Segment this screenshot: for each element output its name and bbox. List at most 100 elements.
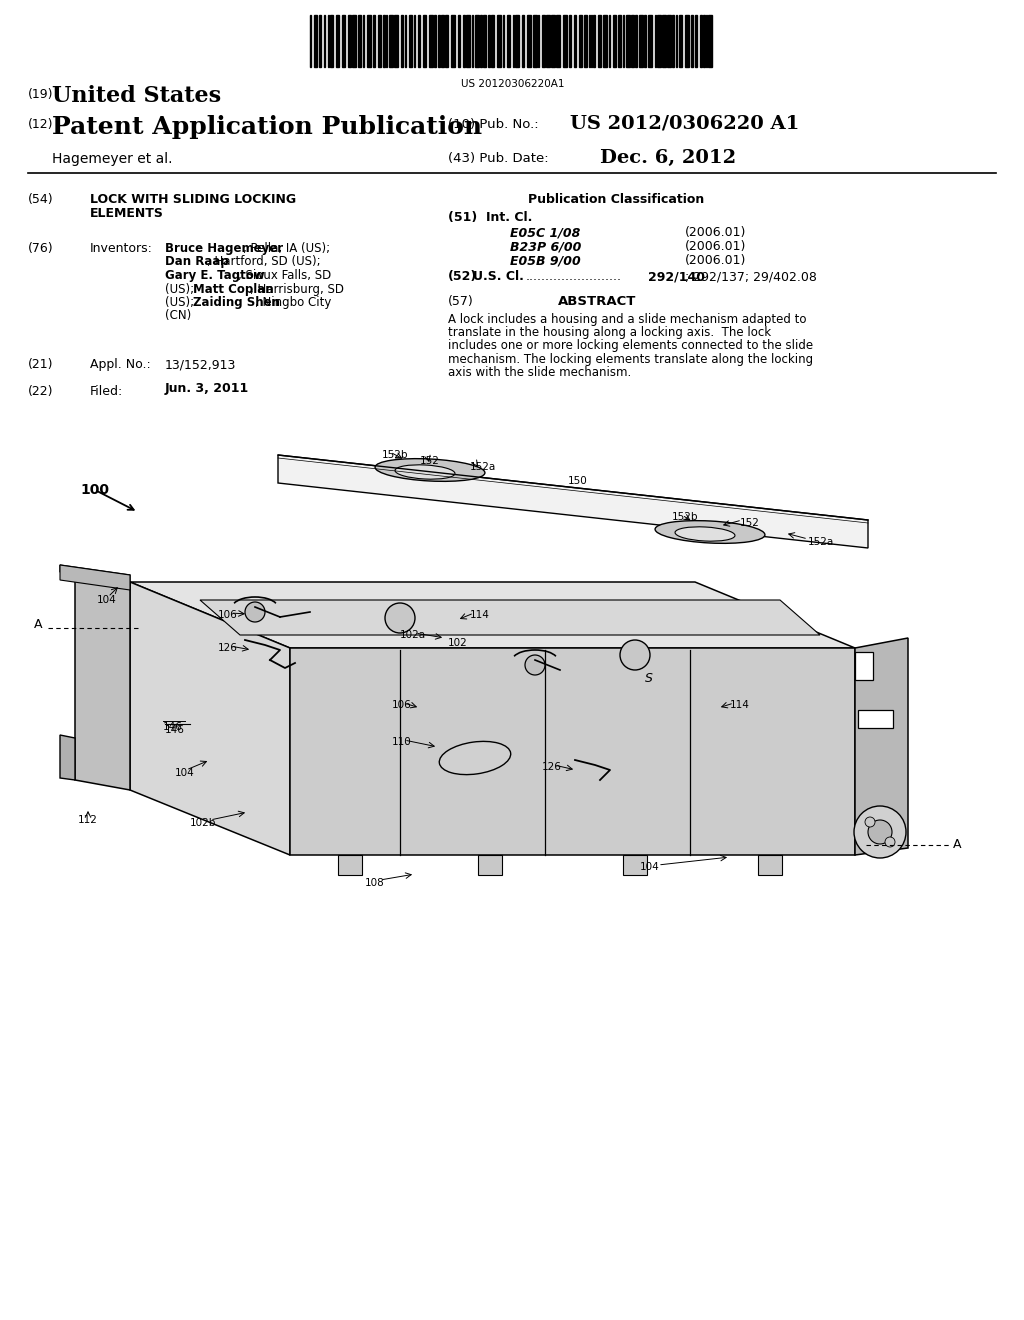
Bar bbox=[336, 15, 339, 67]
Polygon shape bbox=[130, 582, 290, 855]
Bar bbox=[626, 15, 630, 67]
Text: Inventors:: Inventors: bbox=[90, 242, 153, 255]
Bar bbox=[648, 15, 652, 67]
Bar bbox=[367, 15, 371, 67]
Text: mechanism. The locking elements translate along the locking: mechanism. The locking elements translat… bbox=[449, 352, 813, 366]
Text: ELEMENTS: ELEMENTS bbox=[90, 207, 164, 220]
Text: 152a: 152a bbox=[470, 462, 497, 473]
Text: 152b: 152b bbox=[382, 450, 409, 459]
Polygon shape bbox=[60, 565, 130, 590]
Bar bbox=[546, 15, 550, 67]
Text: Matt Coplan: Matt Coplan bbox=[193, 282, 273, 296]
Bar bbox=[691, 15, 693, 67]
Bar bbox=[434, 15, 436, 67]
Text: (CN): (CN) bbox=[165, 309, 191, 322]
Circle shape bbox=[385, 603, 415, 634]
Bar bbox=[475, 15, 479, 67]
Text: US 2012/0306220 A1: US 2012/0306220 A1 bbox=[570, 115, 800, 133]
Bar bbox=[631, 15, 634, 67]
Bar bbox=[497, 15, 501, 67]
Text: (2006.01): (2006.01) bbox=[685, 240, 746, 253]
Text: Dan Raap: Dan Raap bbox=[165, 256, 228, 268]
Bar bbox=[574, 15, 575, 67]
Bar bbox=[515, 15, 519, 67]
Bar bbox=[618, 15, 621, 67]
Bar bbox=[409, 15, 412, 67]
Text: ABSTRACT: ABSTRACT bbox=[558, 294, 636, 308]
Bar bbox=[338, 855, 362, 875]
Ellipse shape bbox=[439, 742, 511, 775]
Text: 126: 126 bbox=[218, 643, 238, 653]
Text: 152b: 152b bbox=[672, 512, 698, 521]
Text: 152: 152 bbox=[740, 517, 760, 528]
Bar bbox=[623, 855, 647, 875]
Text: US 20120306220A1: US 20120306220A1 bbox=[461, 79, 564, 88]
Bar bbox=[507, 15, 510, 67]
Bar bbox=[593, 15, 595, 67]
Text: , Sioux Falls, SD: , Sioux Falls, SD bbox=[238, 269, 331, 282]
Circle shape bbox=[854, 807, 906, 858]
Text: 104: 104 bbox=[640, 862, 659, 873]
Polygon shape bbox=[130, 582, 855, 648]
Bar bbox=[758, 855, 782, 875]
Text: Filed:: Filed: bbox=[90, 385, 123, 399]
Bar bbox=[569, 15, 571, 67]
Bar bbox=[445, 15, 449, 67]
Text: U.S. Cl.: U.S. Cl. bbox=[473, 271, 524, 282]
Ellipse shape bbox=[675, 527, 735, 541]
Bar bbox=[639, 15, 643, 67]
Text: E05C 1/08: E05C 1/08 bbox=[510, 226, 581, 239]
Text: (19): (19) bbox=[28, 88, 53, 102]
Text: 146: 146 bbox=[163, 722, 183, 733]
Text: (22): (22) bbox=[28, 385, 53, 399]
Bar bbox=[423, 15, 426, 67]
Text: (21): (21) bbox=[28, 358, 53, 371]
Text: (10) Pub. No.:: (10) Pub. No.: bbox=[449, 117, 539, 131]
Circle shape bbox=[620, 640, 650, 671]
Bar bbox=[401, 15, 403, 67]
Text: (57): (57) bbox=[449, 294, 474, 308]
Bar bbox=[441, 15, 444, 67]
Text: Dec. 6, 2012: Dec. 6, 2012 bbox=[600, 149, 736, 168]
Text: (US);: (US); bbox=[165, 296, 198, 309]
Ellipse shape bbox=[375, 458, 485, 482]
Bar bbox=[389, 15, 393, 67]
Bar bbox=[598, 15, 601, 67]
Text: Gary E. Tagtow: Gary E. Tagtow bbox=[165, 269, 264, 282]
Bar bbox=[319, 15, 321, 67]
Text: Patent Application Publication: Patent Application Publication bbox=[52, 115, 482, 139]
Text: Jun. 3, 2011: Jun. 3, 2011 bbox=[165, 381, 249, 395]
Bar bbox=[556, 15, 560, 67]
Text: includes one or more locking elements connected to the slide: includes one or more locking elements co… bbox=[449, 339, 813, 352]
Text: translate in the housing along a locking axis.  The lock: translate in the housing along a locking… bbox=[449, 326, 771, 339]
Text: 104: 104 bbox=[175, 768, 195, 777]
Text: 13/152,913: 13/152,913 bbox=[165, 358, 237, 371]
Text: 292/140: 292/140 bbox=[648, 271, 705, 282]
Text: 114: 114 bbox=[470, 610, 489, 620]
Bar bbox=[342, 15, 345, 67]
Text: 102: 102 bbox=[449, 638, 468, 648]
Text: (12): (12) bbox=[28, 117, 53, 131]
Bar bbox=[352, 15, 356, 67]
Polygon shape bbox=[60, 565, 130, 582]
Bar bbox=[563, 15, 567, 67]
Text: (2006.01): (2006.01) bbox=[685, 253, 746, 267]
Text: 100: 100 bbox=[80, 483, 109, 498]
Bar bbox=[527, 15, 531, 67]
Bar bbox=[542, 15, 545, 67]
Bar bbox=[635, 15, 637, 67]
Text: Appl. No.:: Appl. No.: bbox=[90, 358, 151, 371]
Bar bbox=[584, 15, 587, 67]
Bar bbox=[418, 15, 420, 67]
Bar bbox=[855, 652, 873, 680]
Bar bbox=[330, 15, 333, 67]
Bar bbox=[314, 15, 317, 67]
Text: 146: 146 bbox=[165, 725, 185, 735]
Text: , Hartford, SD (US);: , Hartford, SD (US); bbox=[207, 256, 321, 268]
Text: 110: 110 bbox=[392, 737, 412, 747]
Bar bbox=[490, 15, 494, 67]
Bar bbox=[458, 15, 460, 67]
Bar bbox=[451, 15, 455, 67]
Text: 112: 112 bbox=[78, 814, 98, 825]
Ellipse shape bbox=[655, 520, 765, 544]
